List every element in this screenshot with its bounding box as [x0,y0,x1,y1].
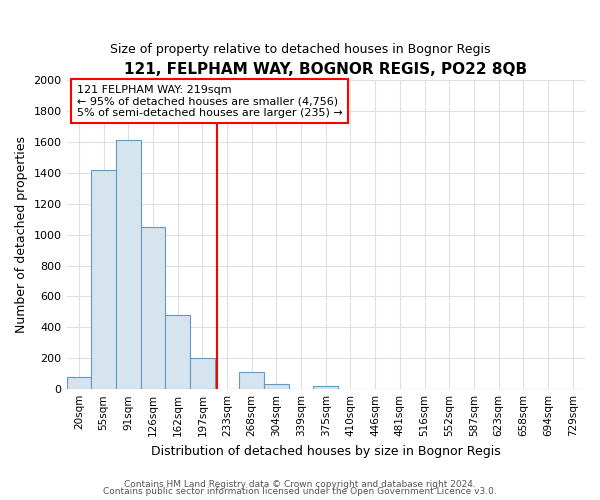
Text: 121 FELPHAM WAY: 219sqm
← 95% of detached houses are smaller (4,756)
5% of semi-: 121 FELPHAM WAY: 219sqm ← 95% of detache… [77,84,343,118]
Bar [313,386,338,389]
Bar [67,377,91,389]
Title: 121, FELPHAM WAY, BOGNOR REGIS, PO22 8QB: 121, FELPHAM WAY, BOGNOR REGIS, PO22 8QB [124,62,527,78]
Bar [116,140,140,389]
Bar [165,315,190,389]
Bar [140,227,165,389]
Bar [91,170,116,389]
Bar [264,384,289,389]
Text: Size of property relative to detached houses in Bognor Regis: Size of property relative to detached ho… [110,42,490,56]
Bar [190,358,215,389]
Text: Contains public sector information licensed under the Open Government Licence v3: Contains public sector information licen… [103,488,497,496]
X-axis label: Distribution of detached houses by size in Bognor Regis: Distribution of detached houses by size … [151,444,500,458]
Text: Contains HM Land Registry data © Crown copyright and database right 2024.: Contains HM Land Registry data © Crown c… [124,480,476,489]
Y-axis label: Number of detached properties: Number of detached properties [15,136,28,333]
Bar [239,372,264,389]
